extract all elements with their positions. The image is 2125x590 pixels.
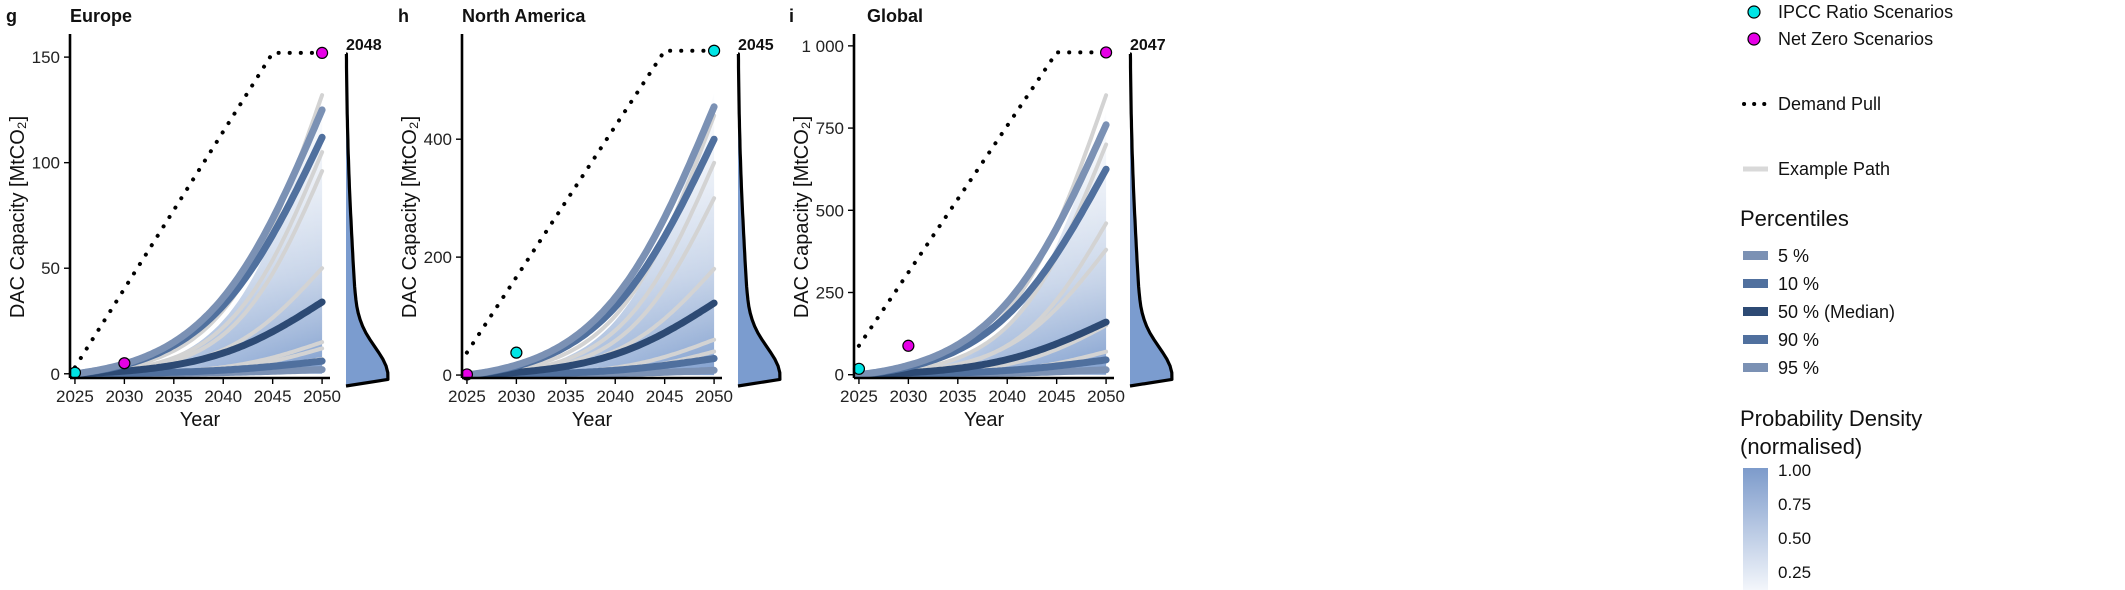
- percentile-line: [855, 121, 1110, 379]
- x-axis-title: Year: [964, 409, 1005, 431]
- percentile-line: [463, 103, 718, 379]
- marginal-density-outline: [1128, 52, 1174, 388]
- panel-europe: g Europe 0 50 100 150 2025 2030 2035 2040 2045 2050…: [6, 6, 390, 431]
- x-tick-label: 2035: [155, 387, 193, 406]
- marginal-density-outline: [736, 52, 782, 388]
- x-tick-label: 2030: [497, 387, 535, 406]
- legend-demand-pull-label: Demand Pull: [1778, 94, 1881, 114]
- percentile-swatch: [1743, 307, 1768, 316]
- x-tick-label: 2050: [303, 387, 341, 406]
- y-tick-label: 50: [41, 259, 60, 278]
- legend-percentile-label: 90 %: [1778, 330, 1819, 350]
- ipcc-point: [510, 346, 523, 359]
- percentile-line: [71, 106, 326, 378]
- net-zero-point: [315, 46, 329, 59]
- legend-percentile-label: 95 %: [1778, 358, 1819, 378]
- ipcc-point: [707, 44, 721, 57]
- percentile-swatch: [1743, 251, 1768, 260]
- x-tick-label: 2025: [448, 387, 486, 406]
- x-tick-label: 2050: [695, 387, 733, 406]
- x-tick-label: 2040: [596, 387, 634, 406]
- y-axis-title: DAC Capacity [MtCO₂]: [7, 116, 29, 318]
- y-tick-label: 150: [32, 48, 60, 67]
- panels: g Europe 0 50 100 150 2025 2030 2035 2040 2045 2050…: [6, 6, 1174, 431]
- panel-title: Europe: [70, 6, 132, 26]
- legend-percentile-label: 5 %: [1778, 246, 1809, 266]
- marginal-density-outline: [344, 52, 390, 388]
- y-tick-label: 0: [51, 365, 60, 384]
- legend-scenario-label: Net Zero Scenarios: [1778, 29, 1933, 49]
- x-tick-label: 2040: [988, 387, 1026, 406]
- x-tick-label: 2040: [204, 387, 242, 406]
- legend-density-title: Probability Density: [1740, 406, 1922, 431]
- net-zero-marker-icon: [1747, 32, 1761, 46]
- net-zero-point: [1099, 46, 1113, 59]
- percentile-swatch: [1743, 335, 1768, 344]
- x-tick-label: 2045: [254, 387, 292, 406]
- legend-density-subtitle: (normalised): [1740, 434, 1862, 459]
- y-tick-label: 1 000: [801, 37, 844, 56]
- y-tick-label: 750: [816, 119, 844, 138]
- x-tick-label: 2030: [105, 387, 143, 406]
- net-zero-point: [902, 339, 915, 352]
- net-zero-point: [118, 357, 131, 370]
- density-peak-year-label: 2047: [1130, 37, 1166, 54]
- legend-percentiles-title: Percentiles: [1740, 206, 1849, 231]
- x-axis-title: Year: [180, 409, 221, 431]
- panel-letter: h: [398, 6, 409, 26]
- density-colorbar: [1743, 468, 1768, 590]
- legend-percentile-label: 50 % (Median): [1778, 302, 1895, 322]
- demand-pull-line: [464, 48, 717, 355]
- y-axis-title: DAC Capacity [MtCO₂]: [399, 116, 421, 318]
- x-tick-label: 2035: [939, 387, 977, 406]
- density-peak-year-label: 2045: [738, 37, 774, 54]
- y-tick-label: 200: [424, 248, 452, 267]
- y-tick-label: 250: [816, 284, 844, 303]
- marginal-density-fill: [1130, 54, 1172, 386]
- legend-percentile-label: 10 %: [1778, 274, 1819, 294]
- percentile-line: [71, 298, 326, 378]
- percentile-swatch: [1743, 279, 1768, 288]
- x-tick-label: 2025: [840, 387, 878, 406]
- y-tick-label: 0: [443, 366, 452, 385]
- panel-title: North America: [462, 6, 586, 26]
- panel-global: i Global 0 250 500 750 1 000 2025 2030 2035 2040 20…: [789, 6, 1174, 431]
- percentile-line: [463, 299, 718, 379]
- y-tick-label: 0: [835, 366, 844, 385]
- y-axis-title: DAC Capacity [MtCO₂]: [791, 116, 813, 318]
- marginal-density-fill: [738, 54, 780, 386]
- demand-pull-line: [856, 50, 1109, 348]
- panel-letter: g: [6, 6, 17, 26]
- percentile-line: [855, 318, 1110, 379]
- density-tick-label: 0.75: [1778, 495, 1811, 514]
- y-tick-label: 400: [424, 130, 452, 149]
- marginal-density-fill: [346, 54, 388, 386]
- x-axis-title: Year: [572, 409, 613, 431]
- x-tick-label: 2050: [1087, 387, 1125, 406]
- x-tick-label: 2045: [646, 387, 684, 406]
- panel-letter: i: [789, 6, 794, 26]
- x-tick-label: 2025: [56, 387, 94, 406]
- y-tick-label: 100: [32, 154, 60, 173]
- percentile-swatch: [1743, 363, 1768, 372]
- legend-example-path-label: Example Path: [1778, 159, 1890, 179]
- density-tick-label: 1.00: [1778, 461, 1811, 480]
- density-tick-label: 0.50: [1778, 529, 1811, 548]
- x-tick-label: 2045: [1038, 387, 1076, 406]
- demand-pull-line: [72, 50, 325, 370]
- panel-title: Global: [867, 6, 923, 26]
- legend-scenario-label: IPCC Ratio Scenarios: [1778, 2, 1953, 22]
- y-tick-label: 500: [816, 201, 844, 220]
- panel-north-america: h North America 0 200 400 2025 2030 2035 2040 204…: [398, 6, 782, 431]
- x-tick-label: 2030: [889, 387, 927, 406]
- x-tick-label: 2035: [547, 387, 585, 406]
- density-tick-label: 0.25: [1778, 563, 1811, 582]
- ipcc-marker-icon: [1747, 5, 1761, 19]
- density-peak-year-label: 2048: [346, 37, 382, 54]
- legend: IPCC Ratio Scenarios Net Zero Scenarios De…: [1740, 2, 1953, 590]
